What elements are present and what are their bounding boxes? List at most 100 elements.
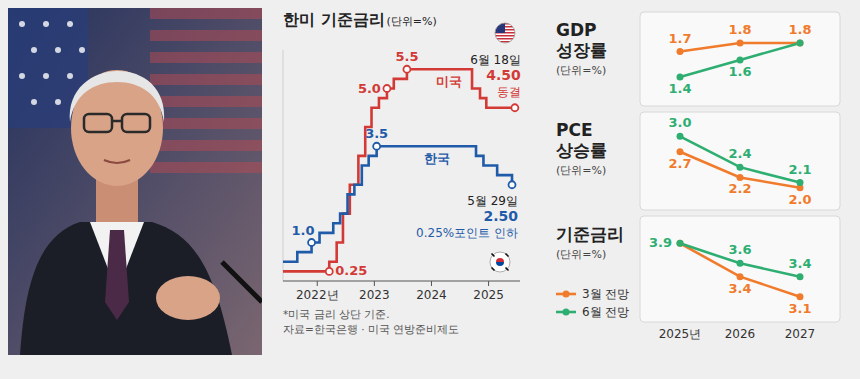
flag-stripe xyxy=(150,140,262,151)
forecast-point xyxy=(737,57,744,64)
data-label: 3.6 xyxy=(728,242,751,257)
flag-star xyxy=(55,99,61,105)
panel-plot xyxy=(677,240,804,300)
legend-marker xyxy=(563,309,570,316)
annotation-marker xyxy=(373,143,380,150)
data-label: 3.9 xyxy=(649,235,672,250)
flag-star xyxy=(31,99,37,105)
forecast-point xyxy=(797,293,804,300)
forecast-point xyxy=(797,273,804,280)
annotation: 6월 18일 xyxy=(470,53,521,67)
data-label: 3.1 xyxy=(788,301,811,316)
annotation: 동결 xyxy=(497,85,521,99)
x-tick xyxy=(488,281,489,286)
annotation-marker xyxy=(326,268,333,275)
suit xyxy=(20,222,232,355)
mouth xyxy=(104,160,130,163)
legend-label: 3월 전망 xyxy=(582,287,629,301)
kr-flag-trigram xyxy=(492,254,495,257)
note: *미국 금리 상단 기준. xyxy=(283,308,390,320)
flag-star xyxy=(43,73,49,79)
panel-box xyxy=(640,112,840,210)
data-label: 2.1 xyxy=(788,162,811,177)
annotation: 2.50 xyxy=(483,208,518,224)
flag-stripe xyxy=(150,118,262,129)
forecast-point xyxy=(737,164,744,171)
panel-box xyxy=(640,216,840,322)
legend-marker xyxy=(563,291,570,298)
panel-box xyxy=(640,12,840,106)
y-axis xyxy=(283,50,284,281)
annotation: 4.50 xyxy=(486,67,521,83)
tie xyxy=(105,230,129,320)
photo-background xyxy=(8,8,262,355)
forecast-point xyxy=(677,48,684,55)
annotation: 5.5 xyxy=(395,49,418,64)
flag-stripe xyxy=(495,41,515,43)
background xyxy=(0,0,860,379)
hair xyxy=(70,71,164,122)
forecast-line xyxy=(680,136,800,182)
flag-stripe xyxy=(150,8,262,19)
flag-star xyxy=(55,47,61,53)
x-axis xyxy=(283,281,520,282)
rate-line xyxy=(283,69,515,271)
x-tick-label: 2022년 xyxy=(296,288,339,302)
data-label: 1.8 xyxy=(788,22,811,37)
flag-stripe xyxy=(495,38,515,40)
x-tick-label: 2024 xyxy=(416,288,447,302)
flag-stripe xyxy=(150,96,262,107)
kr-flag-trigram xyxy=(492,268,495,271)
annotation-marker xyxy=(403,66,410,73)
annotation-marker xyxy=(511,104,518,111)
x-tick-label: 2026 xyxy=(725,327,756,341)
panel-plot xyxy=(677,40,804,81)
x-tick-label: 2023 xyxy=(359,288,390,302)
forecast-point xyxy=(677,148,684,155)
kr-flag-red xyxy=(496,258,504,262)
flag-star xyxy=(67,73,73,79)
note: 자료=한국은행 · 미국 연방준비제도 xyxy=(283,323,459,335)
forecast-point xyxy=(737,40,744,47)
kr-flag xyxy=(490,252,510,272)
glasses-bridge xyxy=(112,120,122,123)
panel-title: PCE xyxy=(556,120,593,140)
forecast-point xyxy=(677,240,684,247)
microphone xyxy=(222,262,262,302)
annotation: 3.5 xyxy=(365,126,388,141)
data-label: 2.2 xyxy=(728,181,751,196)
flag-star xyxy=(19,73,25,79)
panel-subtitle: (단위=%) xyxy=(556,248,606,261)
x-tick-label: 2027 xyxy=(785,327,816,341)
x-tick xyxy=(374,281,375,286)
kr-flag-trigram xyxy=(506,268,509,271)
us-flag xyxy=(495,23,515,43)
flag-stripe xyxy=(495,35,515,37)
flag-star xyxy=(19,21,25,27)
page: {"chart_data": [ {"type": "step", "title… xyxy=(0,0,860,379)
legend-label: 6월 전망 xyxy=(582,305,629,319)
data-label: 3.0 xyxy=(668,115,691,130)
plot-area xyxy=(283,69,515,271)
hand xyxy=(156,276,220,320)
x-tick xyxy=(431,281,432,286)
panel-title: 상승률 xyxy=(556,140,607,160)
forecast-point xyxy=(677,133,684,140)
panel-subtitle: (단위=%) xyxy=(556,64,606,77)
data-label: 2.7 xyxy=(668,156,691,171)
x-tick-label: 2025년 xyxy=(659,327,702,341)
annotation: 1.0 xyxy=(292,223,315,238)
series-label: 미국 xyxy=(436,74,462,89)
flag-field xyxy=(495,23,515,43)
annotation: 5.0 xyxy=(358,81,381,96)
data-label: 1.7 xyxy=(668,31,691,46)
subtitle: (단위=%) xyxy=(387,15,437,28)
flag-stripe xyxy=(150,30,262,41)
forecast-point xyxy=(677,74,684,81)
forecast-point xyxy=(797,40,804,47)
forecast-point xyxy=(797,179,804,186)
data-label: 2.4 xyxy=(728,146,751,161)
data-label: 3.4 xyxy=(788,256,811,271)
kr-flag-trigram xyxy=(506,254,509,257)
photo xyxy=(8,8,262,355)
